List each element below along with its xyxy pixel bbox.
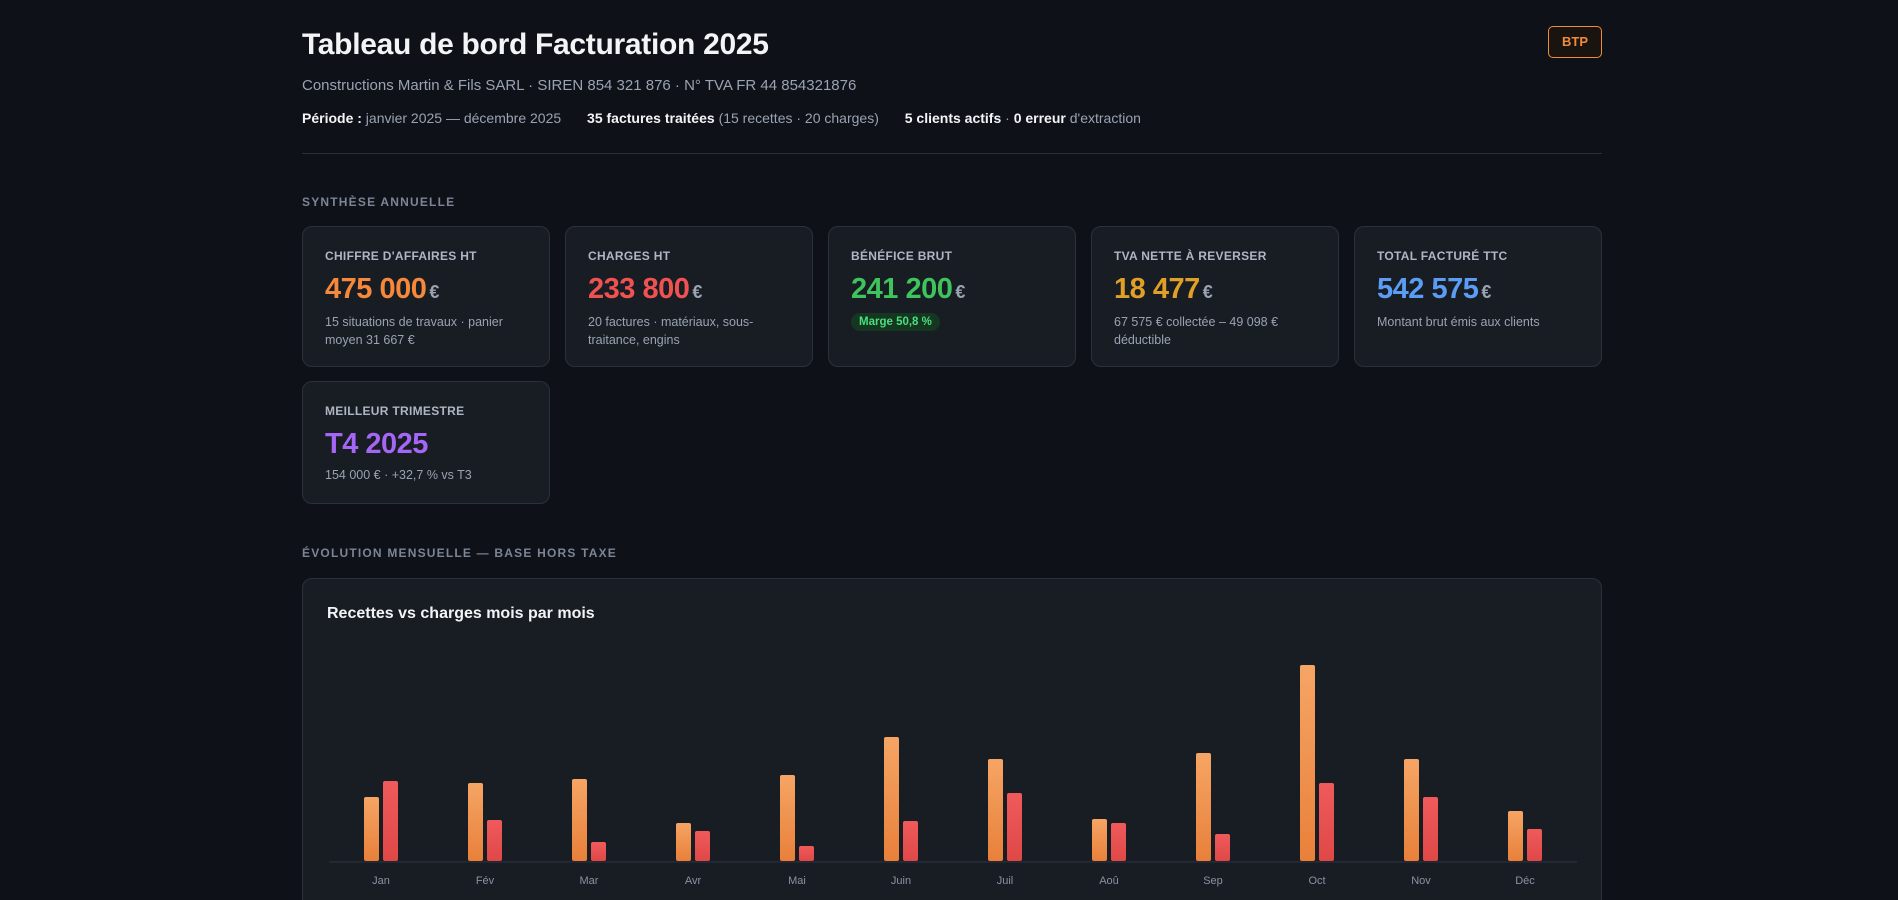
charges-bar-juil[interactable] — [1007, 793, 1022, 861]
kpi-label: TOTAL FACTURÉ TTC — [1377, 249, 1508, 263]
kpi-note: 67 575 € collectée – 49 098 € déductible — [1114, 315, 1279, 347]
charges-bar-mai[interactable] — [799, 846, 814, 861]
invoices-detail: (15 recettes · 20 charges) — [718, 110, 879, 126]
revenue-bar-oct[interactable] — [1300, 665, 1315, 861]
revenue-bar-fév[interactable] — [468, 783, 483, 861]
charges-bar-jan[interactable] — [383, 781, 398, 861]
kpi-card-profit: BÉNÉFICE BRUT 241 200 € Marge 50,8 % — [828, 226, 1076, 367]
x-tick-label: Sep — [1203, 875, 1223, 887]
charges-bar-fév[interactable] — [487, 820, 502, 861]
revenue-bar-mai[interactable] — [780, 775, 795, 861]
kpi-card-total-ttc: TOTAL FACTURÉ TTC 542 575 € Montant brut … — [1354, 226, 1602, 367]
meta-line: Période : janvier 2025 — décembre 2025 3… — [302, 110, 1163, 126]
kpi-label: TVA NETTE À REVERSER — [1114, 249, 1267, 263]
errors-count: 0 erreur — [1013, 110, 1066, 126]
kpi-value: 233 800 € — [588, 273, 702, 305]
kpi-note: 15 situations de travaux · panier moyen … — [325, 315, 503, 347]
margin-badge: Marge 50,8 % — [851, 313, 940, 331]
meta-separator: · — [1005, 110, 1010, 126]
kpi-value: 18 477 € — [1114, 273, 1213, 305]
summary-section-label: SYNTHÈSE ANNUELLE — [302, 195, 456, 209]
charges-bar-mar[interactable] — [591, 842, 606, 861]
period-label: Période : — [302, 110, 362, 126]
x-tick-label: Juin — [891, 875, 911, 887]
revenue-bar-déc[interactable] — [1508, 811, 1523, 861]
revenue-bar-nov[interactable] — [1404, 759, 1419, 861]
dashboard: Tableau de bord Facturation 2025 BTP Con… — [302, 0, 1602, 900]
kpi-card-revenue: CHIFFRE D'AFFAIRES HT 475 000 € 15 situat… — [302, 226, 550, 367]
errors-detail: d'extraction — [1069, 110, 1141, 126]
x-tick-label: Avr — [685, 875, 702, 887]
charges-bar-juin[interactable] — [903, 821, 918, 861]
x-tick-label: Fév — [476, 875, 495, 887]
kpi-value: T4 2025 — [325, 428, 428, 460]
period-value: janvier 2025 — décembre 2025 — [365, 110, 562, 126]
revenue-bar-mar[interactable] — [572, 779, 587, 861]
kpi-label: CHIFFRE D'AFFAIRES HT — [325, 249, 477, 263]
x-tick-label: Aoû — [1099, 875, 1119, 887]
x-tick-label: Oct — [1308, 875, 1325, 887]
x-tick-label: Jan — [372, 875, 390, 887]
monthly-bar-chart: Jan Fév Mar Avr Mai Juin Juil Aoû Sep Oct Nov Déc — [329, 665, 1577, 887]
kpi-label: MEILLEUR TRIMESTRE — [325, 404, 465, 418]
chart-title: Recettes vs charges mois par mois — [327, 605, 595, 622]
revenue-bar-juil[interactable] — [988, 759, 1003, 861]
page-header: Tableau de bord Facturation 2025 BTP Con… — [302, 0, 1602, 154]
charges-bar-déc[interactable] — [1527, 829, 1542, 861]
x-tick-label: Déc — [1515, 875, 1535, 887]
x-tick-label: Nov — [1411, 875, 1431, 887]
charges-bar-avr[interactable] — [695, 831, 710, 861]
page-title: Tableau de bord Facturation 2025 — [302, 28, 769, 61]
kpi-value: 475 000 € — [325, 273, 439, 305]
kpi-value: 241 200 € — [851, 273, 965, 305]
charges-bar-sep[interactable] — [1215, 834, 1230, 861]
kpi-card-best-quarter: MEILLEUR TRIMESTRE T4 2025 154 000 € · +… — [302, 381, 550, 504]
revenue-bar-jan[interactable] — [364, 797, 379, 861]
kpi-note: Montant brut émis aux clients — [1377, 315, 1540, 329]
kpi-card-vat: TVA NETTE À REVERSER 18 477 € 67 575 € co… — [1091, 226, 1339, 367]
kpi-value: 542 575 € — [1377, 273, 1491, 305]
kpi-note: 20 factures · matériaux, sous-traitance,… — [588, 315, 754, 347]
kpi-label: BÉNÉFICE BRUT — [851, 249, 953, 263]
x-tick-label: Mai — [788, 875, 806, 887]
kpi-note: 154 000 € · +32,7 % vs T3 — [325, 468, 472, 482]
sector-badge: BTP — [1548, 26, 1602, 58]
revenue-bar-sep[interactable] — [1196, 753, 1211, 861]
revenue-bar-avr[interactable] — [676, 823, 691, 861]
charges-bar-nov[interactable] — [1423, 797, 1438, 861]
revenue-bar-aoû[interactable] — [1092, 819, 1107, 861]
charges-bar-aoû[interactable] — [1111, 823, 1126, 861]
clients-count: 5 clients actifs — [904, 110, 1002, 126]
charges-bar-oct[interactable] — [1319, 783, 1334, 861]
revenue-bar-juin[interactable] — [884, 737, 899, 861]
kpi-label: CHARGES HT — [588, 249, 671, 263]
monthly-section-label: ÉVOLUTION MENSUELLE — BASE HORS TAXE — [302, 546, 617, 560]
kpi-card-charges: CHARGES HT 233 800 € 20 factures · matéri… — [565, 226, 813, 367]
x-tick-label: Juil — [997, 875, 1014, 887]
x-tick-label: Mar — [580, 875, 599, 887]
company-info: Constructions Martin & Fils SARL · SIREN… — [302, 77, 857, 94]
monthly-chart-card: Recettes vs charges mois par mois Jan Fév… — [302, 578, 1602, 900]
invoices-count: 35 factures traitées — [587, 110, 715, 126]
